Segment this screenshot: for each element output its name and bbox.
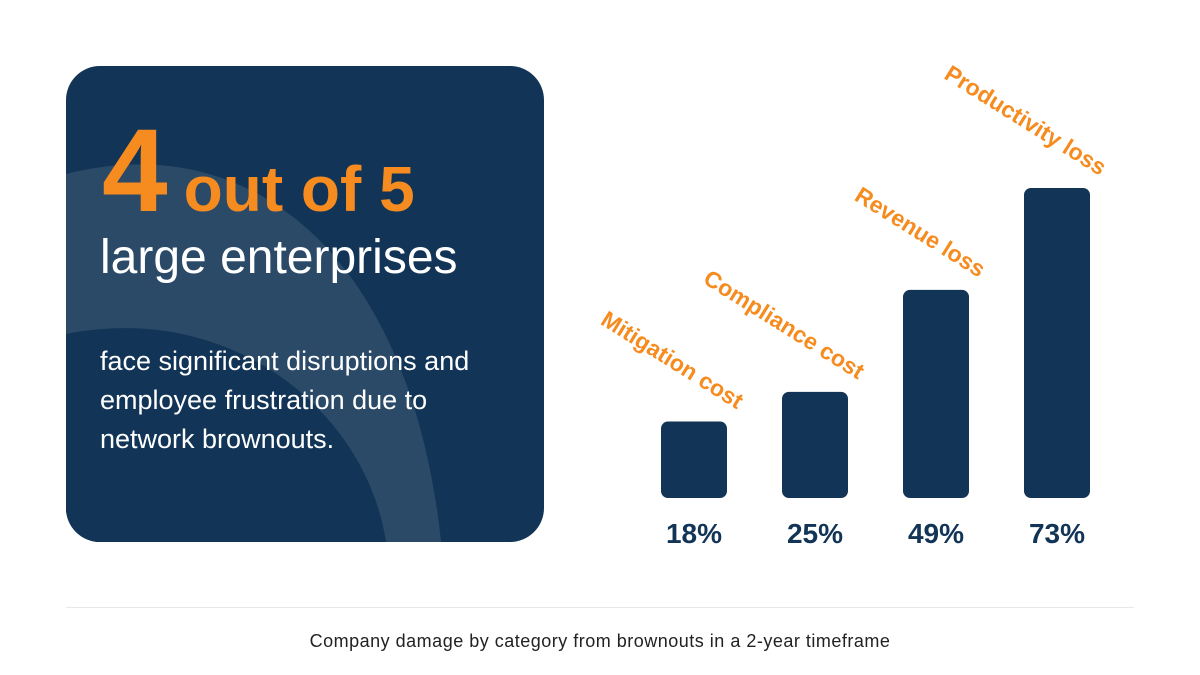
bar-value-label: 49% (908, 518, 964, 549)
bar-compliance-cost (782, 391, 848, 498)
bar-revenue-loss (903, 289, 969, 498)
caption-divider (66, 607, 1134, 608)
headline-description: face significant disruptions and employe… (100, 346, 470, 454)
card-background (66, 66, 544, 542)
bar-productivity-loss (1024, 188, 1090, 498)
category-label: Revenue loss (851, 182, 991, 283)
bar-value-label: 25% (787, 518, 843, 549)
headline-stat: 4 out of 5 (102, 112, 415, 230)
bar-mitigation-cost (661, 421, 727, 498)
category-label: Compliance cost (699, 264, 869, 384)
bar-value-label: 18% (666, 518, 722, 549)
headline-number: 4 (102, 105, 168, 237)
bar-value-label: 73% (1029, 518, 1085, 549)
category-label: Mitigation cost (597, 306, 749, 414)
bar-chart: 18% Mitigation cost 25% Compliance cost 49% R… (597, 60, 1111, 549)
headline-out-of: out of 5 (183, 153, 415, 225)
category-label: Productivity loss (940, 60, 1111, 180)
headline-subject: large enterprises (100, 231, 458, 284)
card-arc-inner-fill (66, 328, 386, 542)
chart-caption: Company damage by category from brownout… (309, 631, 891, 651)
card-arc-inner (66, 164, 441, 542)
stat-card: 4 out of 5 large enterprises face signifi… (66, 66, 544, 542)
